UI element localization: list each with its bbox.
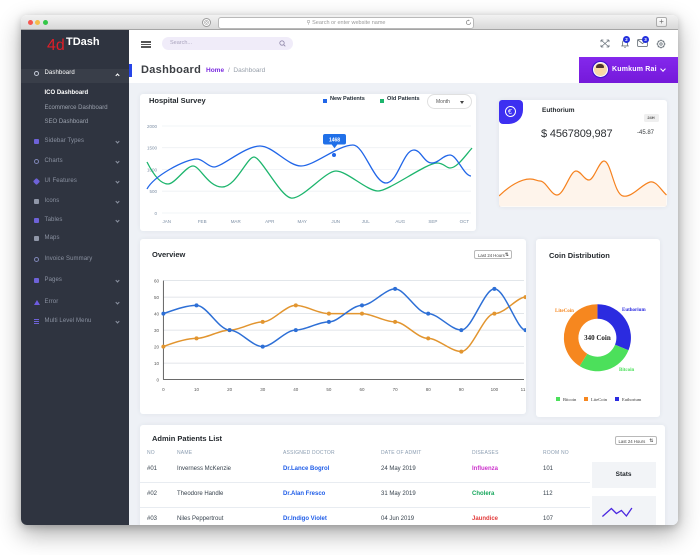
svg-text:0: 0 xyxy=(156,378,159,383)
svg-text:340 Coin: 340 Coin xyxy=(584,334,611,342)
svg-text:1500: 1500 xyxy=(147,146,158,151)
svg-text:Bitcoin: Bitcoin xyxy=(619,368,634,373)
svg-text:OCT: OCT xyxy=(460,219,470,224)
svg-text:1000: 1000 xyxy=(147,168,158,173)
svg-text:MAR: MAR xyxy=(231,219,242,224)
svg-text:0: 0 xyxy=(162,387,165,392)
svg-text:MAY: MAY xyxy=(297,219,306,224)
svg-text:1468: 1468 xyxy=(329,138,340,144)
svg-text:FEB: FEB xyxy=(198,219,207,224)
svg-text:40: 40 xyxy=(293,387,299,392)
svg-text:Bitcoin: Bitcoin xyxy=(563,397,577,402)
svg-text:30: 30 xyxy=(154,328,160,333)
svg-text:30: 30 xyxy=(260,387,266,392)
svg-text:40: 40 xyxy=(154,312,160,317)
svg-text:SEP: SEP xyxy=(428,219,437,224)
svg-text:APR: APR xyxy=(265,219,275,224)
svg-text:20: 20 xyxy=(227,387,233,392)
svg-text:90: 90 xyxy=(459,387,465,392)
svg-text:10: 10 xyxy=(194,387,200,392)
svg-text:50: 50 xyxy=(326,387,332,392)
svg-text:60: 60 xyxy=(154,279,160,284)
svg-text:11: 11 xyxy=(521,387,526,392)
svg-text:10: 10 xyxy=(154,361,160,366)
svg-text:80: 80 xyxy=(426,387,432,392)
svg-text:70: 70 xyxy=(393,387,399,392)
svg-text:0: 0 xyxy=(154,211,157,216)
svg-text:50: 50 xyxy=(154,295,160,300)
svg-text:JAN: JAN xyxy=(162,219,171,224)
svg-text:JUN: JUN xyxy=(331,219,340,224)
svg-text:2000: 2000 xyxy=(147,124,158,129)
svg-text:500: 500 xyxy=(149,189,157,194)
svg-text:20: 20 xyxy=(154,345,160,350)
svg-text:AUG: AUG xyxy=(395,219,405,224)
svg-text:Euthorium: Euthorium xyxy=(622,397,642,402)
svg-text:LiteCoin: LiteCoin xyxy=(591,397,608,402)
svg-text:Euthorium: Euthorium xyxy=(622,308,646,313)
svg-text:JUL: JUL xyxy=(362,219,370,224)
svg-text:100: 100 xyxy=(491,387,499,392)
svg-text:LiteCoin: LiteCoin xyxy=(555,309,574,314)
svg-text:60: 60 xyxy=(359,387,365,392)
